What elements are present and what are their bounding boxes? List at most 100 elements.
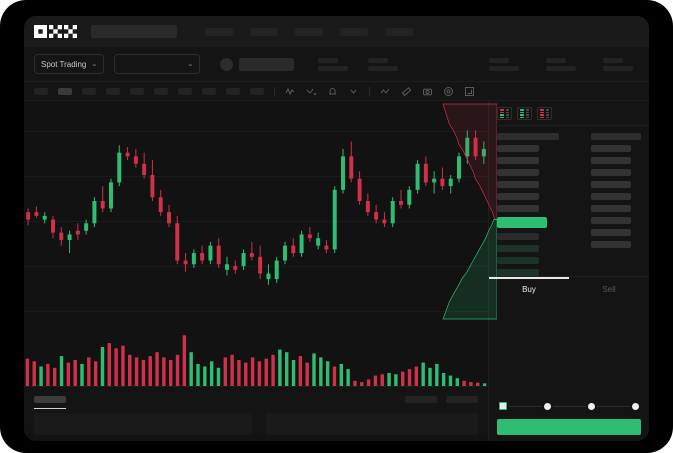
orderbook-row[interactable]: [591, 241, 631, 248]
orderbook-column: Buy Sell: [488, 101, 649, 434]
orderbook-row[interactable]: [591, 145, 631, 152]
timeframe-5[interactable]: [130, 87, 144, 95]
current-pair[interactable]: [220, 57, 295, 71]
fullscreen-icon[interactable]: [464, 86, 475, 97]
orderbook-row[interactable]: [497, 233, 539, 240]
orderbook-header-right: [591, 133, 641, 140]
candlestick-chart[interactable]: [24, 101, 488, 301]
stat-value: [546, 65, 576, 71]
orderbook-row[interactable]: [591, 229, 631, 236]
toolbar-divider: [274, 86, 275, 96]
bottom-content-left[interactable]: [34, 413, 252, 435]
timeframe-3[interactable]: [82, 87, 96, 95]
orderbook-row[interactable]: [591, 157, 631, 164]
undo-icon[interactable]: [348, 86, 359, 97]
ruler-icon[interactable]: [401, 86, 412, 97]
stat-label: [603, 57, 623, 63]
timeframe-1[interactable]: [34, 87, 48, 95]
ticker-stats-right: [489, 57, 639, 71]
orderbook-row[interactable]: [497, 157, 539, 164]
orderbook-row[interactable]: [591, 217, 631, 224]
nav-item-4[interactable]: [340, 27, 368, 36]
nav-item-3[interactable]: [295, 27, 323, 36]
stepper-step-3[interactable]: [588, 402, 595, 410]
header-nav: [205, 27, 413, 36]
stat-label: [489, 57, 509, 63]
orderbook-mode-both[interactable]: [497, 107, 512, 120]
depth-chart-overlay: [442, 103, 497, 320]
orderbook-row[interactable]: [591, 169, 631, 176]
orderbook-row[interactable]: [497, 269, 539, 276]
coin-avatar-icon: [220, 57, 234, 71]
orderbook-mode-bids[interactable]: [517, 107, 532, 120]
volume-histogram[interactable]: [24, 326, 488, 386]
okx-logo-icon[interactable]: [34, 25, 77, 38]
orderbook-row[interactable]: [497, 245, 539, 252]
nav-item-1[interactable]: [205, 27, 233, 36]
orderbook-header-left: [497, 133, 559, 140]
chevron-down-icon: ⌄: [91, 60, 98, 68]
orderbook-row[interactable]: [497, 257, 539, 264]
orderbook-spread-highlight[interactable]: [497, 217, 547, 228]
timeframe-10[interactable]: [250, 87, 264, 95]
timeframe-9[interactable]: [226, 87, 240, 95]
timeframe-8[interactable]: [202, 87, 216, 95]
alert-icon[interactable]: [327, 86, 338, 97]
tab-sell[interactable]: Sell: [602, 285, 616, 294]
ticker-stat: [318, 57, 349, 71]
orderbook-row[interactable]: [497, 145, 539, 152]
settings-icon[interactable]: [443, 86, 454, 97]
camera-icon[interactable]: [422, 86, 433, 97]
orderbook-row[interactable]: [591, 205, 631, 212]
orderbook-body[interactable]: [489, 125, 649, 276]
stepper-step-2[interactable]: [544, 402, 551, 410]
market-type-label: Spot Trading: [41, 59, 87, 69]
search-input[interactable]: [91, 25, 177, 38]
nav-item-2[interactable]: [250, 27, 278, 36]
indicators-icon[interactable]: [285, 86, 296, 97]
timeframe-7[interactable]: [178, 87, 192, 95]
stepper-step-4[interactable]: [632, 402, 639, 410]
nav-item-5[interactable]: [385, 27, 413, 36]
bottom-action-2[interactable]: [446, 396, 478, 403]
ticker-stat: [489, 57, 519, 71]
timeframe-6[interactable]: [154, 87, 168, 95]
bottom-tab-1[interactable]: [34, 396, 66, 409]
compare-icon[interactable]: [306, 86, 317, 97]
stepper: [497, 401, 641, 411]
order-stepper-bar: [488, 393, 649, 441]
orderbook-mode-asks[interactable]: [537, 107, 552, 120]
orderbook-mode-toggles: [489, 101, 649, 125]
pair-selector[interactable]: ⌄: [114, 54, 201, 74]
stepper-step-1[interactable]: [499, 402, 507, 410]
timeframe-4[interactable]: [106, 87, 120, 95]
tab-buy[interactable]: Buy: [489, 277, 569, 302]
stat-value: [318, 65, 349, 71]
device-bezel: Spot Trading ⌄ ⌄: [10, 8, 663, 445]
bottom-panel-tabs: [24, 387, 488, 409]
orderbook-row[interactable]: [497, 181, 539, 188]
bottom-panel-content: [24, 407, 488, 435]
pair-label: [239, 57, 295, 71]
stat-value: [603, 65, 633, 71]
orderbook-row[interactable]: [591, 181, 631, 188]
ticker-stat: [603, 57, 633, 71]
bottom-action-1[interactable]: [405, 396, 437, 403]
bottom-panel: [24, 386, 488, 435]
stat-label: [318, 57, 339, 63]
bottom-content-right[interactable]: [266, 413, 478, 435]
timeframe-2[interactable]: [58, 87, 72, 95]
orderbook-row[interactable]: [497, 169, 539, 176]
market-type-selector[interactable]: Spot Trading ⌄: [34, 54, 105, 74]
bottom-panel-actions: [405, 396, 478, 403]
submit-order-button[interactable]: [497, 419, 641, 435]
line-chart-icon[interactable]: [380, 86, 391, 97]
orderbook-row[interactable]: [497, 193, 539, 200]
stat-value: [368, 65, 399, 71]
orderbook-row[interactable]: [497, 205, 539, 212]
ticker-stat: [546, 57, 576, 71]
orderbook-row[interactable]: [591, 193, 631, 200]
toolbar-divider: [369, 86, 370, 96]
stat-value: [489, 65, 519, 71]
